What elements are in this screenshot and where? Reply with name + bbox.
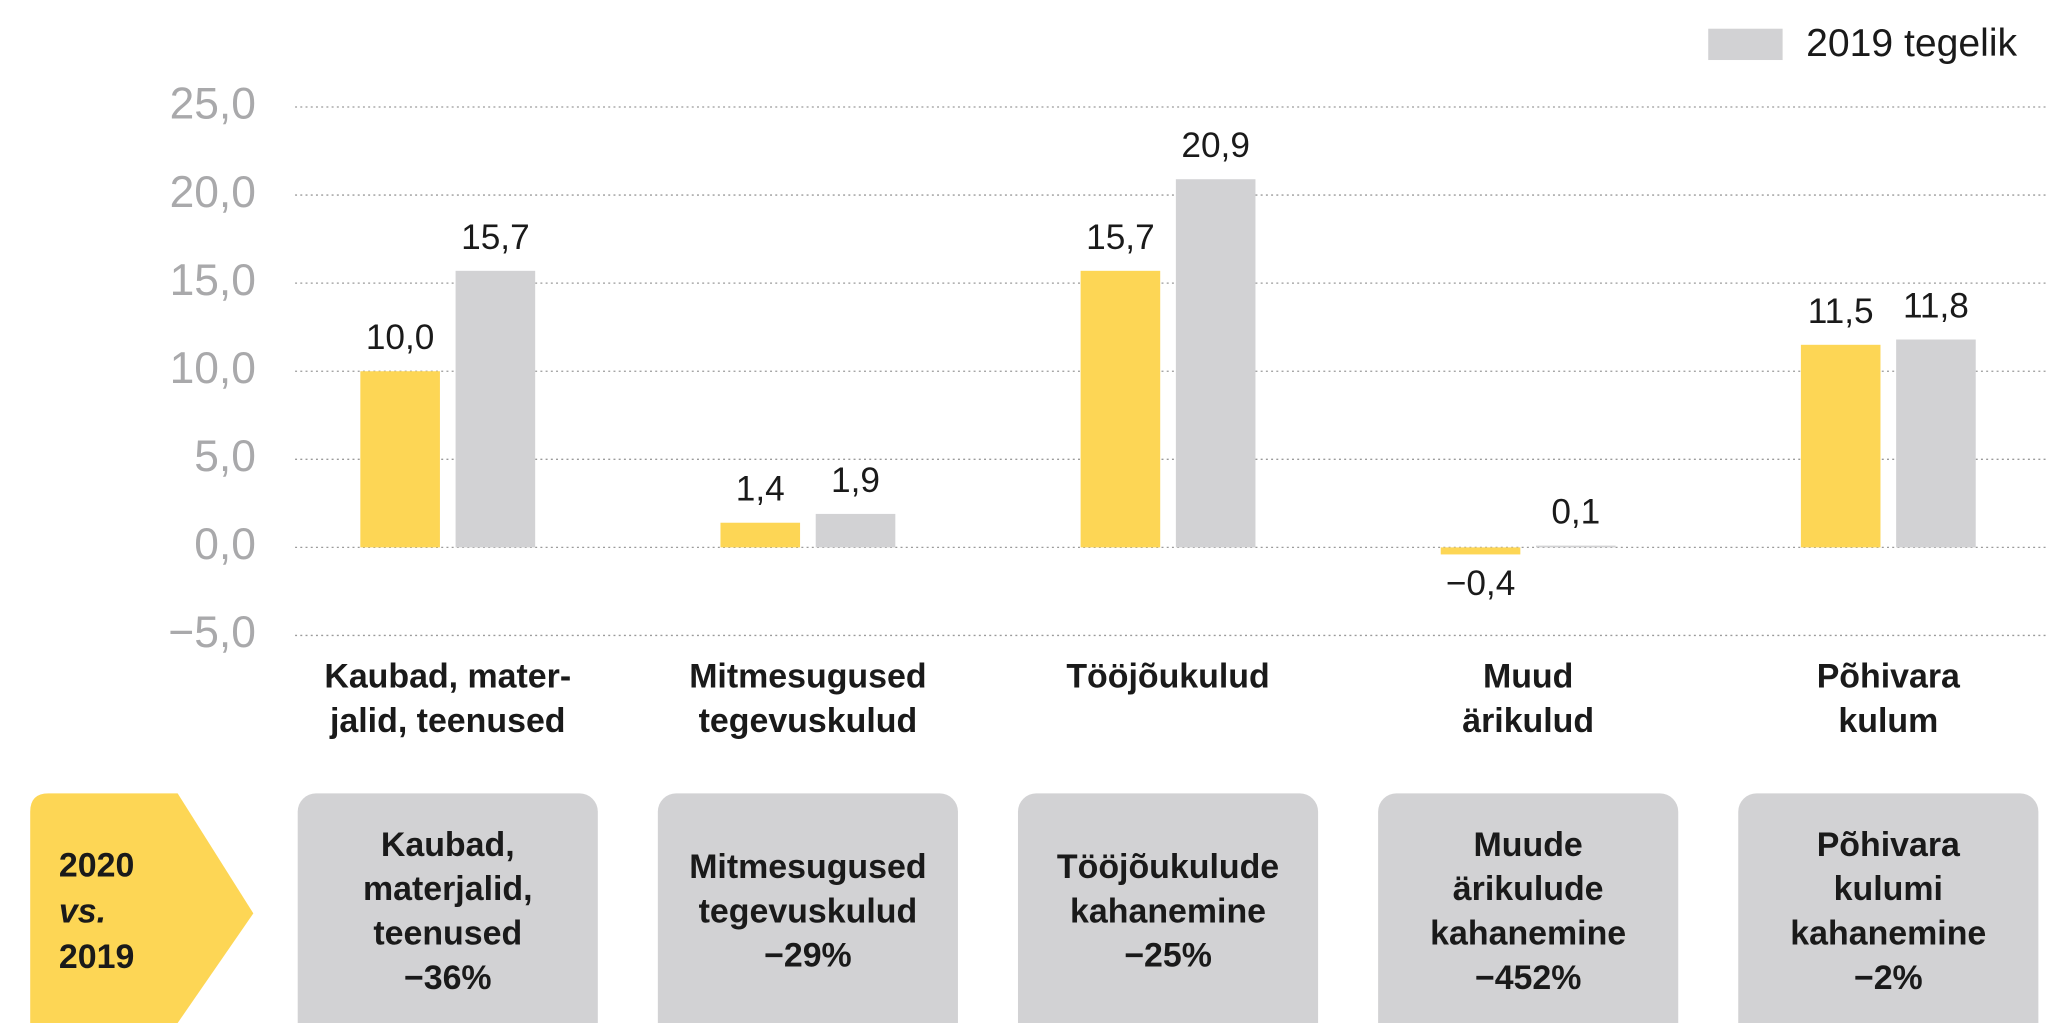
comparison-label: 2019	[59, 938, 134, 976]
data-label: 10,0	[366, 318, 435, 357]
bar	[360, 371, 440, 548]
bar	[1175, 179, 1256, 548]
comparison-label: 2020	[59, 847, 134, 885]
legend-swatch	[1708, 28, 1783, 61]
comparison-arrow	[30, 793, 254, 1023]
x-tick-label: tegevuskulud	[699, 702, 918, 740]
bar	[455, 270, 536, 548]
legend-label: 2019 tegelik	[1806, 22, 2017, 65]
comparison-text: kahanemine	[1430, 915, 1626, 953]
data-label: 15,7	[1086, 218, 1155, 257]
data-label: 1,9	[831, 461, 880, 500]
x-tick-label: ärikulud	[1462, 702, 1594, 740]
bar	[1896, 339, 1976, 548]
comparison-text: −29%	[764, 937, 852, 975]
comparison-text: Tööjõukulude	[1057, 848, 1279, 886]
data-label: 0,1	[1551, 493, 1600, 532]
bar	[1536, 545, 1616, 548]
comparison-text: tegevuskulud	[699, 892, 918, 930]
comparison-text: Muude	[1474, 826, 1583, 864]
data-label: 1,4	[736, 470, 785, 509]
data-label: 15,7	[461, 218, 530, 257]
comparison-text: teenused	[373, 915, 522, 953]
comparison-label: vs.	[59, 892, 106, 930]
y-tick-label: 5,0	[194, 432, 256, 481]
comparison-text: Põhivara	[1817, 826, 1961, 864]
comparison-text: −2%	[1854, 959, 1923, 997]
comparison-text: materjalid,	[363, 870, 533, 908]
bar	[1440, 547, 1521, 555]
comparison-box	[1378, 793, 1679, 1023]
x-tick-label: kulum	[1838, 702, 1938, 740]
comparison-text: −452%	[1475, 959, 1582, 997]
y-tick-label: 10,0	[170, 344, 256, 393]
bar	[1080, 270, 1161, 548]
data-label: 20,9	[1181, 126, 1250, 165]
y-tick-label: 0,0	[194, 520, 256, 569]
comparison-box	[297, 793, 598, 1023]
y-tick-label: 20,0	[170, 168, 256, 217]
x-tick-label: jalid, teenused	[329, 702, 566, 740]
comparison-text: −36%	[404, 959, 492, 997]
bar	[815, 513, 896, 548]
comparison-text: ärikulude	[1453, 870, 1604, 908]
x-tick-label: Tööjõukulud	[1066, 657, 1269, 695]
bar	[1800, 344, 1881, 548]
comparison-text: −25%	[1124, 937, 1212, 975]
comparison-text: kahanemine	[1790, 915, 1986, 953]
y-tick-label: 25,0	[170, 80, 256, 129]
x-tick-label: Mitmesugused	[689, 657, 926, 695]
data-label: −0,4	[1446, 564, 1516, 603]
x-tick-label: Muud	[1483, 657, 1573, 695]
x-tick-label: Põhivara	[1817, 657, 1961, 695]
comparison-text: Kaubad,	[381, 826, 515, 864]
comparison-box	[1738, 793, 2039, 1023]
y-tick-label: 15,0	[170, 256, 256, 305]
data-label: 11,5	[1808, 292, 1874, 331]
data-label: 11,8	[1903, 287, 1969, 326]
comparison-text: Mitmesugused	[689, 848, 926, 886]
comparison-box	[1017, 793, 1319, 1023]
comparison-text: kahanemine	[1070, 892, 1266, 930]
comparison-text: kulumi	[1834, 870, 1943, 908]
comparison-box	[657, 793, 958, 1023]
y-tick-label: −5,0	[168, 608, 256, 657]
x-tick-label: Kaubad, mater-	[324, 657, 571, 695]
bar	[720, 522, 801, 548]
